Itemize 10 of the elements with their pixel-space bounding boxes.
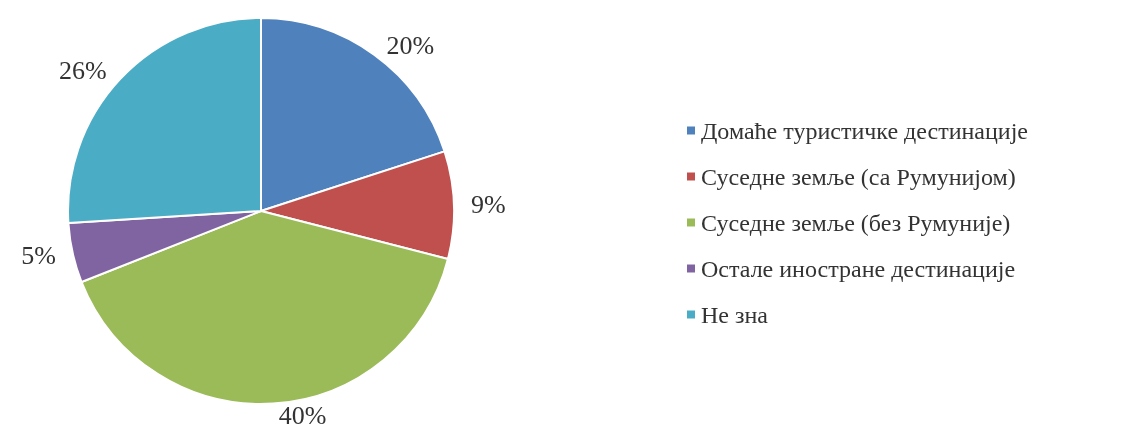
legend-label: Суседне земље (без Румуније) — [701, 209, 1011, 236]
data-label: 9% — [470, 190, 506, 220]
data-label: 26% — [58, 56, 107, 86]
legend-label: Не зна — [701, 301, 769, 328]
data-label: 20% — [386, 30, 435, 60]
data-label: 5% — [21, 241, 56, 271]
legend-label: Домаће туристичке дестинације — [701, 117, 1028, 144]
legend-label: Суседне земље (са Румунијом) — [701, 163, 1016, 190]
data-label: 40% — [278, 401, 327, 431]
legend-label: Остале иностране дестинације — [701, 255, 1016, 282]
